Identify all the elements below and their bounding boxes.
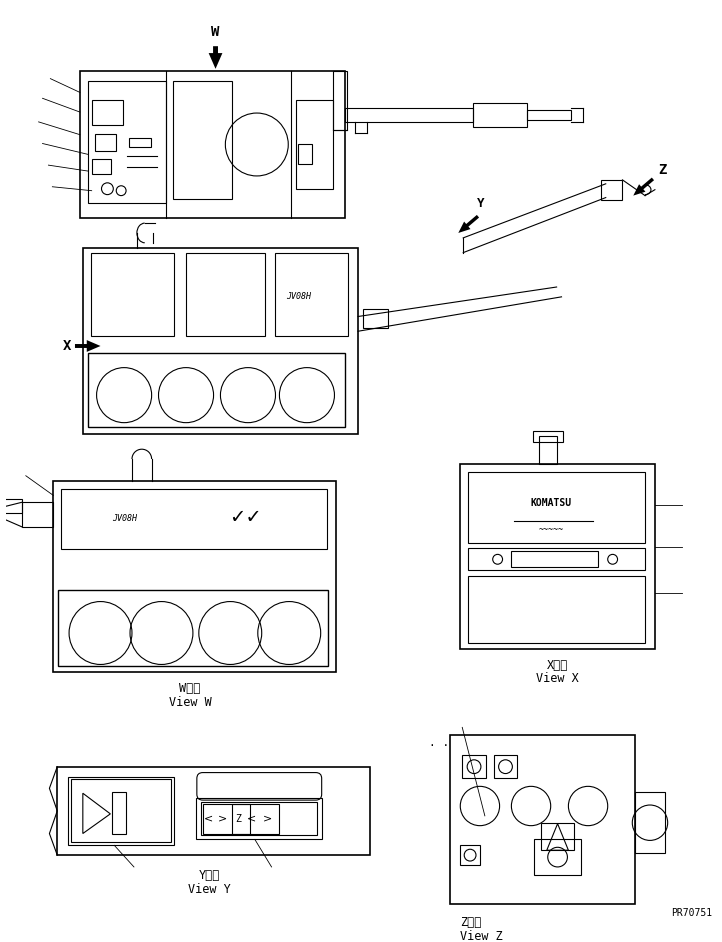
Bar [534, 839, 581, 875]
Text: >: > [218, 814, 227, 824]
Bar [334, 71, 347, 130]
Bar [468, 576, 645, 642]
Bar [22, 502, 53, 527]
FancyArrow shape [75, 340, 100, 352]
Bar [345, 108, 473, 122]
Text: <: < [247, 814, 256, 824]
Bar [511, 551, 598, 567]
Bar [83, 248, 358, 434]
Text: JV08H: JV08H [287, 292, 312, 301]
Bar [462, 755, 486, 778]
Bar [203, 804, 250, 834]
Bar [541, 822, 574, 851]
FancyArrow shape [633, 178, 654, 196]
Bar [468, 548, 645, 570]
Text: Y: Y [477, 197, 484, 210]
Text: >: > [263, 814, 272, 824]
Bar [451, 736, 635, 904]
Bar [601, 180, 622, 200]
Bar [61, 489, 326, 549]
Bar [232, 804, 279, 834]
Text: <: < [204, 814, 213, 824]
Bar [173, 81, 232, 199]
Text: . .: . . [429, 739, 449, 748]
Bar [527, 110, 571, 120]
Bar [461, 845, 480, 865]
Bar [539, 436, 557, 464]
Bar [88, 353, 345, 427]
Bar [298, 144, 312, 164]
Text: View Y: View Y [188, 883, 231, 896]
Bar [186, 252, 265, 336]
Text: X: X [63, 339, 71, 353]
Bar [129, 138, 151, 148]
Text: Z: Z [235, 814, 241, 824]
Bar [274, 252, 348, 336]
Text: PR70751: PR70751 [671, 908, 712, 918]
Bar [363, 309, 388, 329]
Bar [68, 776, 174, 845]
Bar [53, 480, 336, 673]
Bar [92, 100, 123, 125]
Text: Z: Z [658, 163, 667, 177]
Bar [58, 590, 328, 666]
Text: View X: View X [536, 673, 579, 686]
Bar [95, 134, 116, 152]
Bar [57, 767, 370, 855]
Text: Z　視: Z 視 [461, 916, 482, 929]
Text: W　視: W 視 [179, 682, 201, 695]
Bar [635, 792, 665, 853]
Bar [88, 81, 166, 203]
Bar [113, 792, 126, 834]
Bar [533, 430, 562, 443]
Bar [91, 252, 174, 336]
Bar [196, 798, 322, 839]
Text: View W: View W [169, 696, 212, 709]
Text: KOMATSU: KOMATSU [530, 498, 571, 509]
Bar [71, 779, 171, 842]
Bar [201, 802, 317, 836]
FancyArrow shape [458, 215, 479, 233]
Text: X　視: X 視 [547, 658, 568, 672]
FancyArrow shape [209, 46, 222, 69]
Text: ~~~~~: ~~~~~ [538, 526, 563, 534]
Bar [80, 71, 345, 219]
Bar [92, 159, 111, 174]
Bar [2, 499, 22, 513]
Text: View Z: View Z [461, 930, 503, 942]
Bar [494, 755, 517, 778]
Text: JV08H: JV08H [112, 514, 136, 524]
Bar [473, 104, 527, 127]
Text: ✓✓: ✓✓ [229, 508, 261, 527]
Bar [461, 464, 655, 649]
Text: W: W [212, 25, 219, 40]
Bar [296, 100, 334, 188]
Bar [468, 472, 645, 543]
Text: Y　視: Y 視 [199, 869, 220, 882]
